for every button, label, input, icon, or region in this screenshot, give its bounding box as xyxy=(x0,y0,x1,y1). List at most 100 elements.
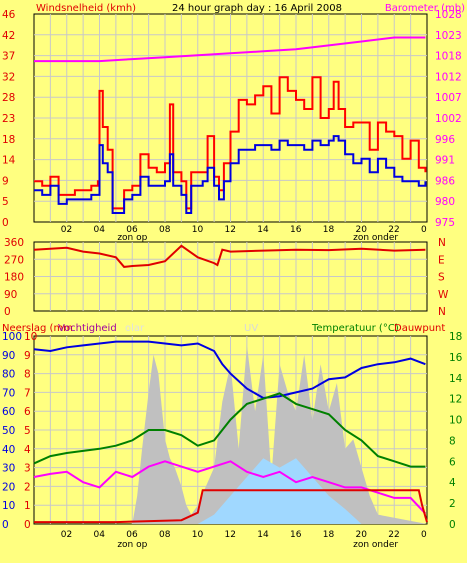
axis-tick-label: 4 xyxy=(449,477,456,489)
axis-tick-label: 16 xyxy=(449,352,463,364)
series-dewpoint-line xyxy=(33,460,427,515)
chart-title: 24 hour graph day : 16 April 2008 xyxy=(172,3,342,14)
axis-tick-label: 1 xyxy=(24,500,31,512)
axis-tick-label: 14 xyxy=(2,155,16,167)
sun-annotation: zon op xyxy=(117,540,147,550)
axis-tick-label: 360 xyxy=(4,237,24,249)
series-rain-line xyxy=(34,489,428,524)
axis-tick-label: 46 xyxy=(2,9,16,21)
axis-tick-label: 60 xyxy=(2,406,15,418)
x-tick-label: 06 xyxy=(126,225,138,235)
x-tick-label: 16 xyxy=(290,225,302,235)
axis-tick-label: N xyxy=(438,237,446,249)
axis-tick-label: 975 xyxy=(435,217,455,229)
x-tick-label: 18 xyxy=(323,530,335,540)
series-direction-line xyxy=(33,244,426,268)
axis-tick-label: 9 xyxy=(24,350,31,362)
x-tick-label: 12 xyxy=(225,225,236,235)
axis-tick-label: 2 xyxy=(24,481,31,493)
axis-tick-label: 6 xyxy=(449,456,456,468)
axis-tick-label: 32 xyxy=(2,71,15,83)
axis-tick-label: 1002 xyxy=(435,113,462,125)
axis-tick-label: 42 xyxy=(2,30,15,42)
left-axis-label: Windsnelheid (kmh) xyxy=(36,3,136,14)
x-tick-label: 0 xyxy=(421,530,427,540)
x-tick-label: 0 xyxy=(421,225,427,235)
axis-tick-label: 5 xyxy=(2,196,9,208)
axis-tick-label: 23 xyxy=(2,113,15,125)
axis-tick-label: 10 xyxy=(449,415,462,427)
axis-tick-label: 70 xyxy=(2,387,15,399)
x-tick-label: 02 xyxy=(61,225,72,235)
axis-tick-label: 2 xyxy=(449,498,456,510)
axis-tick-label: 12 xyxy=(449,394,462,406)
axis-tick-label: 5 xyxy=(24,425,31,437)
axis-tick-label: 0 xyxy=(449,519,456,531)
x-tick-label: 14 xyxy=(257,530,269,540)
axis-tick-label: 1028 xyxy=(435,9,462,21)
axis-tick-label: 0 xyxy=(4,306,11,318)
axis-tick-label: 18 xyxy=(449,331,462,343)
axis-tick-label: 180 xyxy=(4,272,24,284)
axis-tick-label: 991 xyxy=(435,155,455,167)
axis-tick-label: 40 xyxy=(2,444,15,456)
x-tick-label: 08 xyxy=(159,225,171,235)
axis-tick-label: W xyxy=(438,289,449,301)
x-tick-label: 22 xyxy=(388,530,399,540)
x-tick-label: 06 xyxy=(126,530,138,540)
x-tick-label: 20 xyxy=(356,225,368,235)
x-tick-label: 12 xyxy=(225,530,236,540)
axis-tick-label: 0 xyxy=(24,519,31,531)
axis-tick-label: 10 xyxy=(24,331,37,343)
x-tick-label: 10 xyxy=(192,225,204,235)
axis-tick-label: 1012 xyxy=(435,71,462,83)
x-tick-label: 10 xyxy=(192,530,204,540)
axis-tick-label: 7 xyxy=(24,387,31,399)
axis-tick-label: N xyxy=(438,306,446,318)
right-axis-label-dewpoint: Dauwpunt xyxy=(394,323,445,334)
axis-tick-label: 3 xyxy=(24,463,31,475)
series-humidity-line xyxy=(33,340,426,400)
axis-tick-label: 0 xyxy=(2,519,9,531)
sun-annotation: zon op xyxy=(117,233,147,243)
axis-tick-label: S xyxy=(438,272,445,284)
axis-tick-label: 28 xyxy=(2,92,15,104)
center-label-uv: UV xyxy=(244,323,258,334)
x-tick-label: 02 xyxy=(61,530,72,540)
x-tick-label: 18 xyxy=(323,225,335,235)
series-temperature-line xyxy=(33,392,426,468)
axis-tick-label: 4 xyxy=(24,444,31,456)
left-axis-label-humidity: Vochtigheid xyxy=(58,323,117,334)
x-tick-label: 04 xyxy=(94,530,106,540)
axis-tick-label: 50 xyxy=(2,425,15,437)
axis-tick-label: 8 xyxy=(24,369,31,381)
series-solar-area xyxy=(34,345,427,524)
sun-annotation: zon onder xyxy=(353,233,398,243)
axis-tick-label: 1007 xyxy=(435,92,462,104)
series-avg-wind-line xyxy=(34,135,427,214)
axis-tick-label: 996 xyxy=(435,134,455,146)
axis-tick-label: 270 xyxy=(4,254,24,266)
axis-tick-label: 90 xyxy=(2,350,15,362)
x-tick-label: 08 xyxy=(159,530,171,540)
axis-tick-label: 986 xyxy=(435,175,455,187)
axis-tick-label: 9 xyxy=(2,175,9,187)
right-axis-label-temperature: Temperatuur (°C) xyxy=(311,323,399,334)
axis-tick-label: 20 xyxy=(2,481,15,493)
x-tick-label: 14 xyxy=(257,225,269,235)
x-tick-label: 20 xyxy=(356,530,368,540)
axis-tick-label: 18 xyxy=(2,134,15,146)
series-barometer-line xyxy=(34,36,426,63)
x-tick-label: 04 xyxy=(94,225,106,235)
axis-tick-label: 1023 xyxy=(435,30,462,42)
axis-tick-label: 980 xyxy=(435,196,455,208)
series-uv-area xyxy=(34,458,427,524)
sun-annotation: zon onder xyxy=(353,540,398,550)
axis-tick-label: 10 xyxy=(2,500,15,512)
right-axis-label: Barometer (mb) xyxy=(385,3,465,14)
axis-tick-label: E xyxy=(438,254,445,266)
axis-tick-label: 100 xyxy=(2,331,22,343)
axis-tick-label: 80 xyxy=(2,369,15,381)
